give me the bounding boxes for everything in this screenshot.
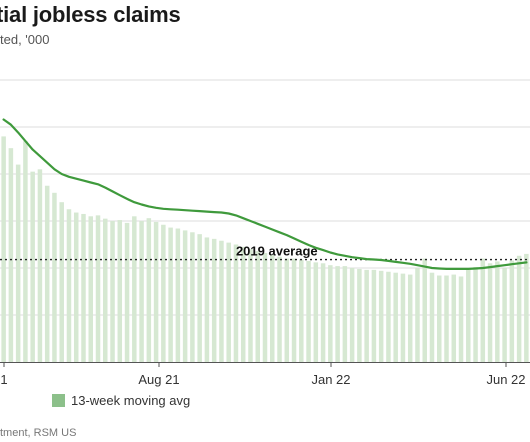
bar <box>66 209 72 362</box>
series-line-13-week-moving-avg <box>2 118 528 270</box>
bar <box>233 244 239 362</box>
bar <box>146 218 152 362</box>
bar-layer <box>1 136 529 362</box>
bar <box>110 221 115 362</box>
bar <box>204 237 210 362</box>
bar <box>15 164 21 362</box>
bar <box>436 275 442 362</box>
bar <box>299 259 304 362</box>
bar <box>415 268 420 362</box>
bar <box>473 267 478 362</box>
bar <box>516 255 522 362</box>
bar <box>52 192 57 362</box>
bar <box>277 256 282 362</box>
bar <box>153 221 159 362</box>
bar <box>59 202 64 362</box>
bar <box>495 261 500 362</box>
bar <box>175 228 181 362</box>
bar <box>306 260 311 362</box>
bar <box>219 240 224 362</box>
reference-label: 2019 average <box>236 244 318 259</box>
bar <box>284 258 290 362</box>
legend-swatch <box>52 394 65 407</box>
bar <box>168 227 173 362</box>
bar <box>226 242 231 362</box>
bar <box>81 213 86 362</box>
bar <box>270 254 275 362</box>
bar <box>335 266 340 362</box>
bar <box>124 222 130 362</box>
bar <box>73 212 79 362</box>
bar <box>320 263 326 362</box>
bar <box>88 216 94 362</box>
legend: 13-week moving avg <box>52 393 190 408</box>
bar <box>386 271 391 362</box>
axis-layer: 1 Aug 21 Jan 22 Jun 22 <box>0 362 530 387</box>
bar <box>458 276 464 362</box>
bar <box>422 258 427 362</box>
bar <box>291 258 297 362</box>
reference-layer: 2019 average <box>0 244 530 261</box>
bar <box>37 169 43 362</box>
bar <box>262 252 268 362</box>
bar <box>378 270 384 362</box>
source-note: tment, RSM US <box>0 427 77 439</box>
bar <box>255 251 260 362</box>
bar <box>132 216 137 362</box>
bar <box>8 148 14 362</box>
x-tick-label: Jun 22 <box>486 372 525 387</box>
bar <box>30 171 35 362</box>
chart-subtitle: ted, '000 <box>0 32 50 47</box>
bar <box>349 268 355 362</box>
bar <box>211 238 217 362</box>
bar <box>139 221 144 362</box>
bar <box>190 232 195 362</box>
line-layer <box>2 118 528 270</box>
bar <box>328 265 333 362</box>
x-tick-label: Aug 21 <box>138 372 179 387</box>
bar <box>371 269 377 362</box>
bar <box>313 262 319 362</box>
bar <box>161 224 166 362</box>
bar <box>487 263 493 362</box>
chart-title: tial jobless claims <box>0 2 181 27</box>
bar <box>357 268 362 362</box>
legend-label: 13-week moving avg <box>71 393 191 408</box>
bar <box>400 273 406 362</box>
bar <box>393 272 398 362</box>
bar <box>444 275 449 362</box>
bar <box>44 185 50 362</box>
x-tick-label: 1 <box>0 372 7 387</box>
bar <box>364 269 369 362</box>
bar <box>342 266 348 362</box>
bar <box>407 274 413 362</box>
bar <box>509 260 515 362</box>
bar <box>480 258 486 362</box>
bar <box>466 269 471 362</box>
bar <box>248 249 253 362</box>
bar <box>451 274 457 362</box>
bar <box>117 220 123 362</box>
bar <box>95 215 101 362</box>
bar <box>23 141 28 362</box>
bar <box>197 234 202 362</box>
x-tick-label: Jan 22 <box>311 372 350 387</box>
bar <box>502 268 507 362</box>
bar <box>182 230 188 362</box>
bar <box>1 136 6 362</box>
bar <box>240 246 246 362</box>
bar <box>103 218 108 362</box>
bar <box>524 253 529 362</box>
bar <box>429 272 435 362</box>
